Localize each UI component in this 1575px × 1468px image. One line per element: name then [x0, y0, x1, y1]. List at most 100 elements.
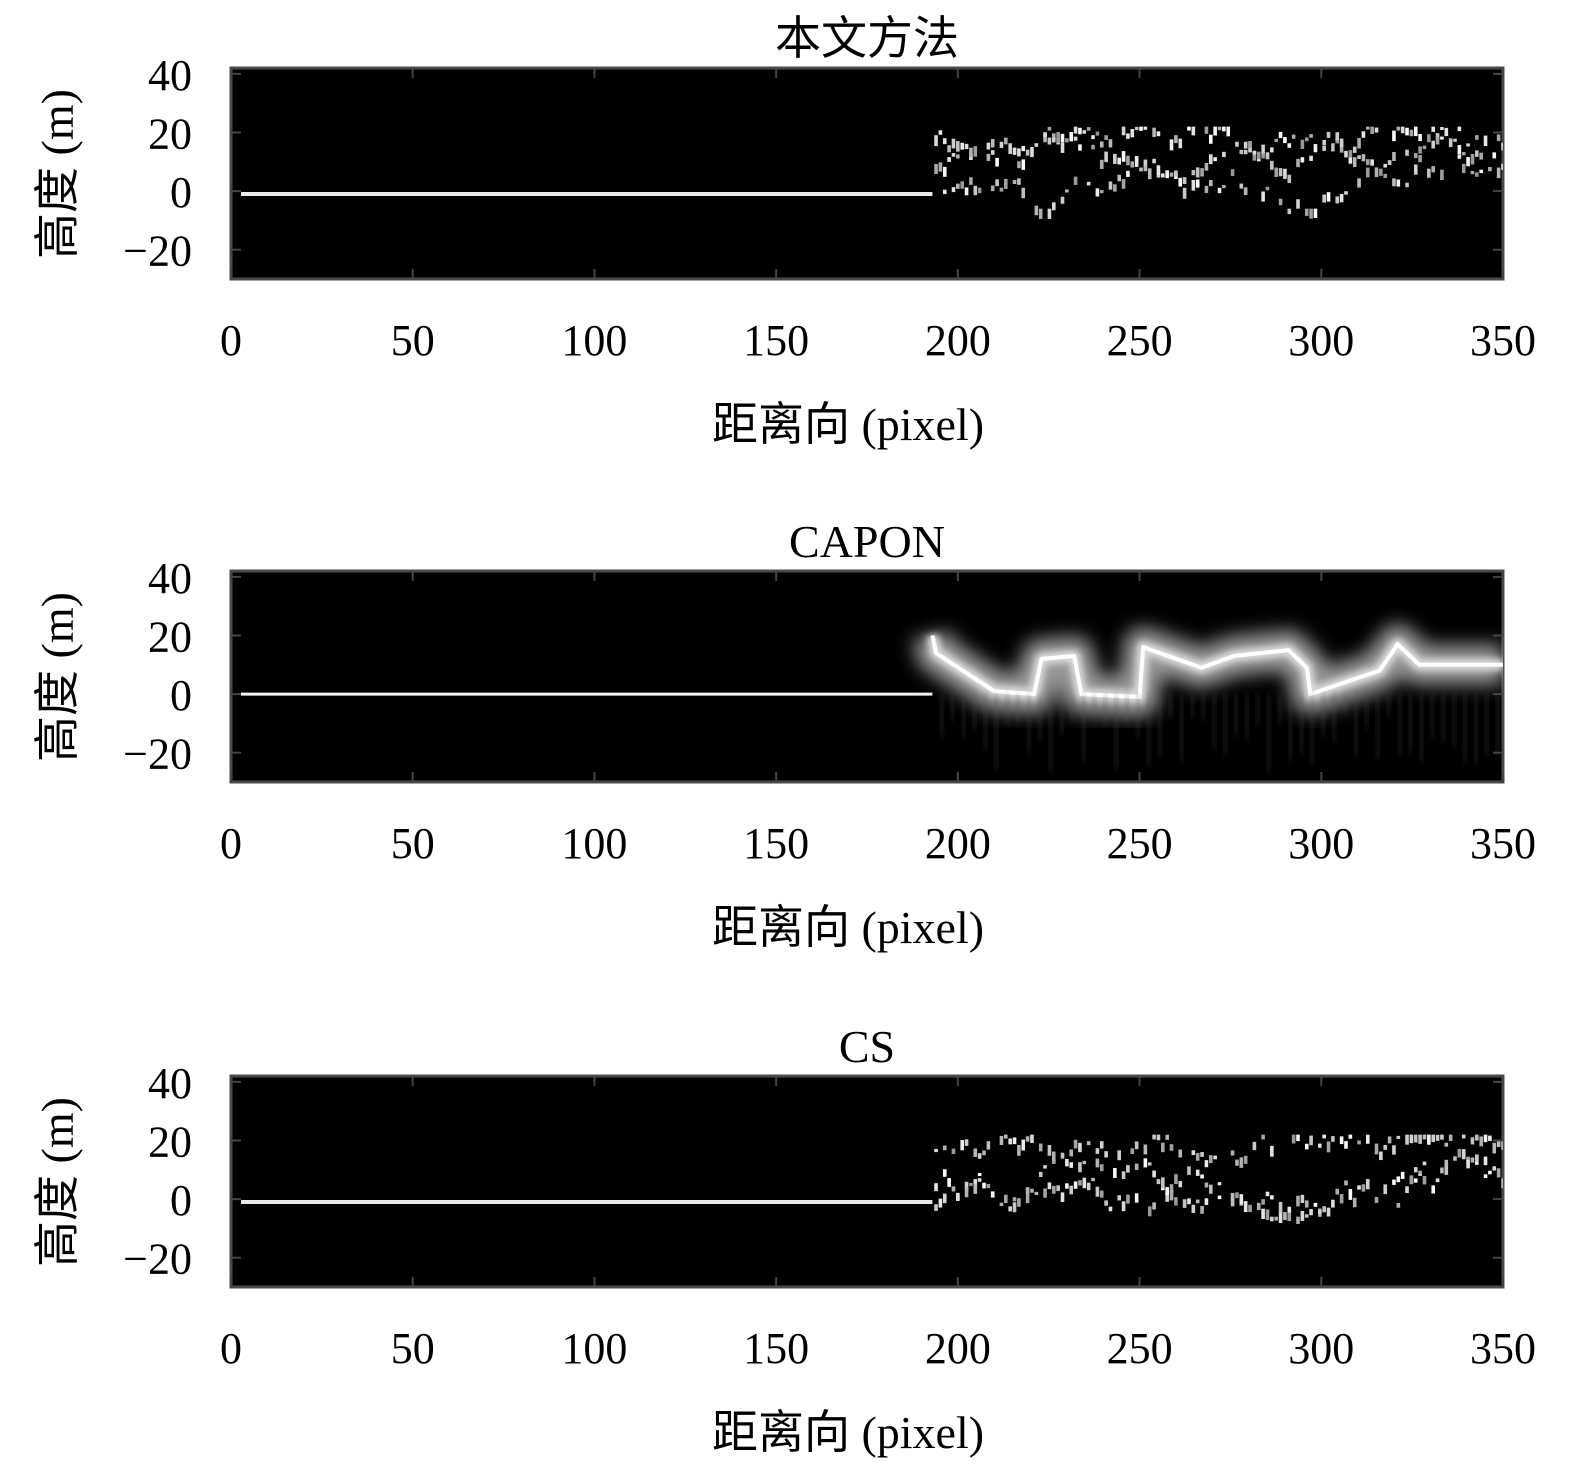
y-tick-label: 40 [148, 51, 192, 100]
scatter-point [1496, 1141, 1501, 1148]
scatter-point [1187, 126, 1191, 131]
scatter-point [1444, 1159, 1449, 1167]
scatter-point [1496, 1168, 1501, 1178]
scatter-point [1413, 164, 1418, 175]
scatter-point [986, 1184, 991, 1189]
vertical-streak [1266, 694, 1271, 773]
scatter-point [1296, 1134, 1300, 1142]
vertical-streak [1310, 694, 1315, 765]
scatter-point [1169, 172, 1174, 177]
vertical-streak [1048, 694, 1053, 772]
scatter-point [964, 187, 969, 196]
scatter-point [1086, 127, 1091, 131]
scatter-point [1322, 145, 1326, 151]
scatter-point [1488, 166, 1492, 172]
scatter-point [1492, 152, 1497, 159]
scatter-point [1047, 126, 1052, 131]
scatter-point [1435, 1134, 1440, 1141]
scatter-point [1335, 1188, 1340, 1195]
scatter-point [1204, 1182, 1209, 1188]
scatter-point [1113, 153, 1117, 164]
scatter-point [1283, 1212, 1287, 1221]
x-tick-label: 250 [1107, 819, 1173, 868]
scatter-point [999, 141, 1004, 148]
x-tick-label: 0 [220, 1324, 242, 1373]
scatter-point [1056, 131, 1060, 143]
scatter-point [1056, 1185, 1060, 1192]
ridge-line [930, 635, 1503, 700]
scatter-point [1252, 150, 1257, 161]
scatter-point [1365, 1179, 1370, 1190]
scatter-point [1121, 1171, 1126, 1179]
x-tick-label: 200 [925, 316, 991, 365]
scatter-point [1287, 143, 1292, 148]
scatter-point [1422, 145, 1427, 150]
vertical-streak [1408, 694, 1413, 753]
scatter-point [1392, 130, 1396, 142]
x-tick-label: 0 [220, 316, 242, 365]
scatter-point [1256, 151, 1261, 160]
scatter-point [1352, 146, 1357, 153]
scatter-point [1004, 1194, 1008, 1204]
scatter-point [1060, 133, 1065, 143]
scatter-point [1396, 126, 1401, 131]
scatter-point [1187, 1166, 1191, 1175]
scatter-point [1296, 158, 1300, 168]
scatter-point [1213, 1155, 1217, 1160]
scatter-point [1475, 150, 1479, 157]
vertical-streak [1353, 694, 1358, 757]
scatter-point [1191, 179, 1196, 191]
scatter-point [1453, 1156, 1457, 1161]
scatter-point [1156, 1134, 1161, 1141]
scatter-point [1309, 208, 1313, 219]
scatter-point [951, 1148, 956, 1155]
vertical-streak [1332, 694, 1337, 743]
scatter-point [1413, 1134, 1418, 1143]
scatter-point [1461, 163, 1466, 174]
scatter-point [1270, 1145, 1274, 1157]
scatter-point [934, 1204, 938, 1211]
scatter-point [1174, 135, 1178, 144]
scatter-point [1191, 1204, 1196, 1213]
scatter-point [1204, 163, 1209, 171]
scatter-point [973, 1183, 978, 1194]
plot-area [229, 1074, 1505, 1289]
scatter-point [1030, 1134, 1034, 1143]
scatter-point [1165, 1191, 1169, 1202]
scatter-point [1143, 126, 1148, 130]
scatter-point [938, 162, 943, 172]
scatter-point [942, 166, 947, 177]
scatter-point [1113, 184, 1117, 192]
vertical-streak [1114, 694, 1119, 769]
scatter-point [1121, 126, 1126, 136]
scatter-point [942, 1193, 947, 1204]
vertical-streak [1473, 694, 1478, 766]
scatter-point [1126, 1194, 1130, 1204]
scatter-point [1174, 170, 1178, 177]
scatter-point [1008, 1206, 1012, 1212]
scatter-point [1156, 174, 1161, 178]
scatter-point [1405, 149, 1409, 156]
scatter-point [1261, 152, 1265, 159]
scatter-point [986, 142, 991, 150]
panel-title: CAPON [789, 516, 945, 567]
scatter-point [1357, 1185, 1361, 1190]
vertical-streak [1146, 694, 1151, 766]
vertical-streak [1037, 694, 1042, 743]
scatter-point [1365, 159, 1370, 166]
scatter-point [1121, 1201, 1126, 1212]
scatter-point [1348, 1134, 1353, 1139]
scatter-point [1461, 152, 1466, 156]
scatter-point [1091, 135, 1095, 140]
scatter-point [951, 1186, 956, 1192]
vertical-streak [1386, 694, 1391, 717]
vertical-streak [1125, 694, 1130, 725]
scatter-point [1182, 1199, 1187, 1208]
vertical-streak [994, 694, 999, 770]
scatter-point [1187, 1198, 1191, 1205]
scatter-point [1208, 1155, 1213, 1164]
scatter-point [1435, 136, 1440, 145]
scatter-point [1161, 1142, 1165, 1153]
scatter-point [1178, 1149, 1183, 1158]
